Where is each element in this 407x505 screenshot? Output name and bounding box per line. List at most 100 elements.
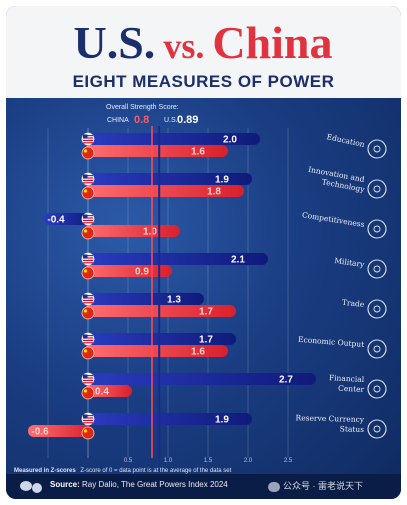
us-flag-stripe: [83, 215, 93, 217]
category-label: Military: [334, 256, 387, 279]
x-tick-label: 2.0: [244, 458, 253, 464]
overall-china-label: CHINA: [107, 117, 129, 124]
source-value: Ray Dalio, The Great Powers Index 2024: [82, 480, 228, 489]
us-flag-stripe: [83, 259, 93, 261]
china-flag-star: [83, 349, 88, 353]
us-flag-stripe: [83, 297, 93, 299]
us-flag-stripe: [83, 137, 93, 139]
us-flag-stripe: [83, 337, 93, 339]
title-china: China: [212, 17, 332, 68]
chart-static: Overall Strength Score: CHINA 0.8 U.S. 0…: [14, 104, 232, 474]
us-flag-stripe: [83, 339, 93, 341]
us-flag-stripe: [83, 219, 93, 221]
watermark-text: 公众号 · 雷老说天下: [283, 481, 363, 491]
main-title: U.S. vs. China: [74, 17, 333, 68]
us-flag-stripe: [83, 222, 93, 224]
source-footer: Source: Ray Dalio, The Great Powers Inde…: [6, 474, 401, 499]
lightbulb-icon: [367, 179, 387, 199]
us-2-value-label: -0.4: [47, 215, 65, 226]
us-7-bar: [84, 413, 252, 425]
china-2-value-label: 1.0: [143, 227, 157, 238]
china-1-value-label: 1.8: [207, 187, 221, 198]
china-3-value-label: 0.9: [135, 267, 149, 278]
us-flag-canton: [83, 334, 88, 339]
title-us: U.S.: [74, 17, 156, 68]
china-6-value-label: 0.4: [95, 387, 109, 398]
china-flag-icon: [81, 346, 95, 360]
us-flag-stripe: [83, 299, 93, 301]
china-flag-icon: [81, 146, 95, 160]
money-hand-icon-glyph: [373, 345, 381, 353]
us-flag-stripe: [83, 302, 93, 304]
us-flag-canton: [83, 134, 88, 139]
bar-chart: Overall Strength Score: CHINA 0.8 U.S. 0…: [14, 104, 387, 474]
us-1-bar: [84, 173, 252, 185]
china-flag-icon: [81, 266, 95, 280]
china-flag-star: [83, 309, 88, 313]
overall-score-lines: [151, 126, 161, 458]
us-flag-stripe: [83, 182, 93, 184]
wechat-icon: [268, 481, 280, 492]
tank-icon: [367, 259, 387, 279]
us-flag-stripe: [83, 175, 93, 177]
currency-coins-icon-glyph: [373, 425, 381, 433]
us-flag-stripe: [83, 377, 93, 379]
category-label: Economic Output: [298, 335, 387, 359]
category-label-line: Military: [334, 256, 366, 269]
bars: 1.62.01.81.91.0-0.40.92.11.71.31.61.70.4…: [28, 132, 316, 440]
us-flag-stripe: [83, 335, 93, 337]
graduation-cap-icon: [367, 139, 387, 159]
us-flag-stripe: [83, 417, 93, 419]
us-flag-stripe: [83, 415, 93, 417]
us-flag-canton: [83, 294, 88, 299]
category-label: Competitiveness: [301, 210, 387, 239]
us-flag-canton: [83, 214, 88, 219]
china-7-bar: [28, 425, 92, 437]
china-flag-icon: [81, 426, 95, 440]
us-flag-stripe: [83, 255, 93, 257]
category-label-line: Status: [340, 424, 365, 434]
us-flag-stripe: [83, 342, 93, 344]
world-map-icon: [20, 481, 42, 493]
x-tick-label: 0.5: [124, 458, 133, 464]
china-0-value-label: 1.6: [191, 147, 205, 158]
us-flag-stripe: [83, 379, 93, 381]
trophy-icon: [367, 219, 387, 239]
zscore-note: Measured in Z-scores Z-score of 0 = data…: [14, 468, 232, 474]
category-label: Trade: [342, 298, 387, 319]
overall-china-score: 0.8: [134, 114, 149, 126]
x-tick-labels: 0.5 1.0 1.5 2.0 2.5: [124, 458, 293, 464]
category-label-line: Reserve Currency: [296, 413, 365, 424]
china-flag-star: [83, 269, 88, 273]
cargo-ship-icon: [367, 299, 387, 319]
money-hand-icon: [367, 339, 387, 359]
us-2-bar: [44, 213, 92, 225]
graduation-cap-icon-glyph: [373, 145, 381, 153]
lightbulb-icon-glyph: [373, 185, 381, 193]
category-label-line: Trade: [342, 298, 366, 309]
us-flag-canton: [83, 414, 88, 419]
svg-text:U.S. vs. China: U.S. vs. China: [74, 17, 333, 68]
trophy-icon-glyph: [373, 225, 381, 233]
zscore-note-rest: Z-score of 0 = data point is at the aver…: [80, 468, 231, 474]
china-5-bar: [84, 345, 228, 357]
us-flag-stripe: [83, 177, 93, 179]
infographic-card: U.S. vs. China EIGHT MEASURES OF POWER O…: [6, 6, 401, 499]
china-3-bar: [84, 265, 172, 277]
header-band: [6, 6, 401, 98]
category-label-line: Education: [326, 132, 366, 149]
us-flag-stripe: [83, 422, 93, 424]
us-3-value-label: 2.1: [231, 255, 245, 266]
china-flag-icon: [81, 186, 95, 200]
x-tick-label: 1.0: [164, 458, 173, 464]
us-flag-stripe: [83, 419, 93, 421]
china-2-bar: [84, 225, 180, 237]
overall-us-score: 0.89: [177, 114, 198, 126]
title-vs: vs.: [163, 26, 204, 66]
us-6-bar: [84, 373, 316, 385]
us-flag-stripe: [83, 257, 93, 259]
